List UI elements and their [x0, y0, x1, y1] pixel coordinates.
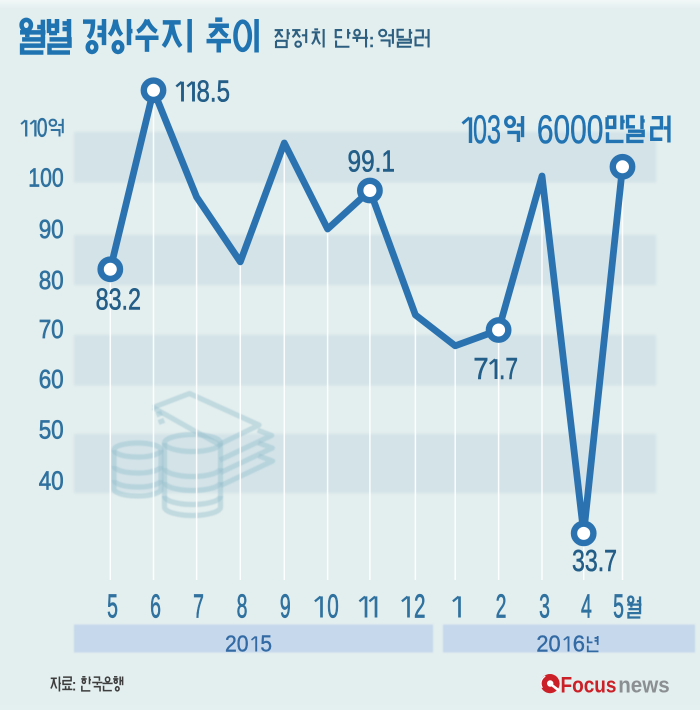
- svg-text:2: 2: [414, 588, 426, 625]
- svg-text:news: news: [618, 672, 670, 697]
- svg-text:80: 80: [39, 267, 64, 295]
- svg-text:4: 4: [581, 588, 592, 625]
- svg-text:83.2: 83.2: [96, 282, 141, 317]
- svg-text:90: 90: [39, 216, 64, 244]
- svg-text:6000: 6000: [537, 108, 604, 152]
- svg-text:60: 60: [39, 366, 64, 394]
- svg-text:0: 0: [327, 588, 339, 625]
- svg-text:3: 3: [539, 588, 550, 625]
- svg-text:70: 70: [39, 316, 64, 344]
- svg-text:20: 20: [536, 631, 560, 657]
- svg-text:6: 6: [150, 588, 161, 625]
- svg-text:Focus: Focus: [561, 672, 617, 697]
- svg-text:33.7: 33.7: [572, 543, 617, 578]
- svg-text:6: 6: [573, 631, 585, 657]
- svg-text:50: 50: [39, 417, 64, 445]
- svg-text:5: 5: [260, 631, 272, 657]
- svg-text:8: 8: [237, 588, 248, 625]
- svg-text:7: 7: [473, 351, 488, 386]
- svg-text:40: 40: [39, 468, 64, 496]
- svg-text:99.1: 99.1: [348, 144, 396, 179]
- svg-text:7: 7: [193, 588, 204, 625]
- svg-text:0: 0: [37, 115, 48, 143]
- svg-text:8.5: 8.5: [197, 74, 231, 109]
- svg-text:5: 5: [613, 588, 624, 625]
- svg-text:03: 03: [473, 108, 501, 152]
- svg-text:100: 100: [28, 165, 63, 193]
- svg-text:9: 9: [280, 588, 291, 625]
- svg-text:.7: .7: [499, 351, 518, 386]
- svg-text:5: 5: [107, 588, 118, 625]
- svg-text:2: 2: [496, 588, 507, 625]
- svg-text:20: 20: [225, 631, 249, 657]
